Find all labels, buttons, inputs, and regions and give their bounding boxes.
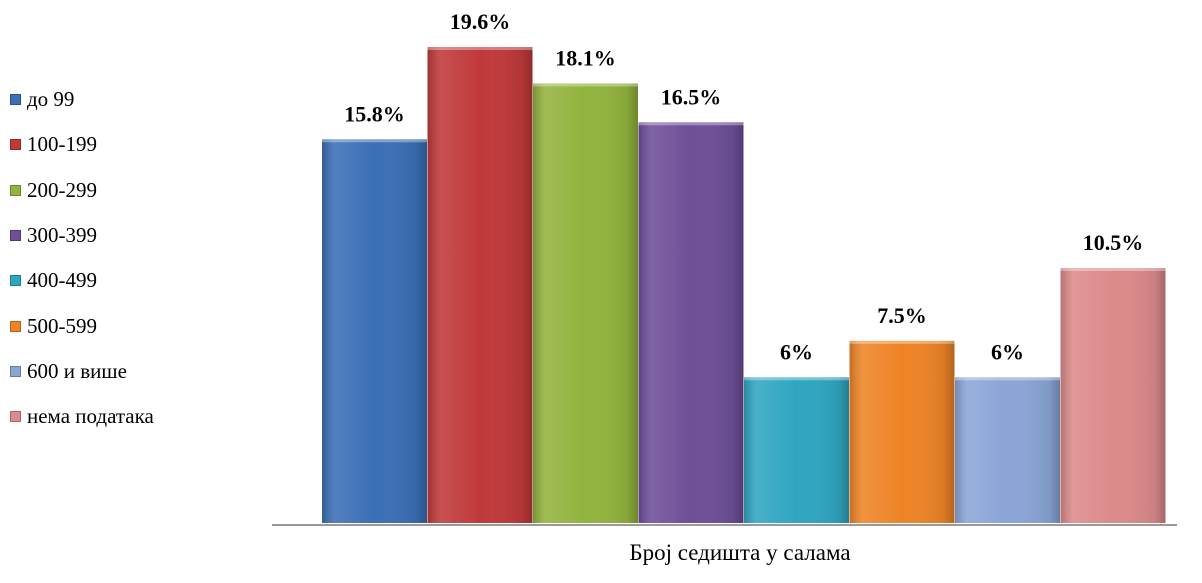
legend-swatch (10, 139, 21, 151)
bar-top-bevel (427, 47, 533, 50)
bar-top-bevel (533, 83, 638, 87)
bar-shading (638, 122, 744, 524)
bar (638, 122, 744, 524)
bar (955, 377, 1060, 523)
bar-shading (955, 377, 1060, 523)
data-label: 6% (991, 339, 1024, 364)
legend-item: 500-599 (10, 303, 154, 348)
legend-item: 200-299 (10, 168, 154, 213)
bar-top-bevel (638, 122, 744, 126)
legend-label: нема података (27, 404, 154, 429)
legend-item: 400-499 (10, 258, 154, 303)
legend: до 99 100-199 200-299 300-399 400-499 500-599… (10, 77, 154, 439)
legend-swatch (10, 365, 21, 377)
legend-item: нема података (10, 394, 154, 439)
bar (322, 139, 427, 524)
data-label: 6% (780, 339, 813, 364)
data-label: 10.5% (1083, 230, 1144, 255)
bar (744, 377, 849, 523)
legend-label: 400-499 (27, 268, 97, 293)
bar-top-bevel (849, 340, 955, 344)
legend-swatch (10, 275, 21, 287)
bar-shading (744, 377, 849, 523)
legend-label: 300-399 (27, 223, 97, 248)
legend-item: 300-399 (10, 213, 154, 258)
bar-shading (322, 139, 427, 524)
x-axis-label: Број седишта у салама (629, 540, 851, 565)
bar (1060, 268, 1166, 523)
bar-shading (427, 47, 533, 523)
bar-shading (849, 340, 955, 523)
bar (533, 83, 638, 523)
bar-top-bevel (955, 377, 1060, 381)
legend-swatch (10, 230, 21, 242)
legend-label: до 99 (27, 87, 75, 112)
bar (849, 340, 955, 523)
legend-label: 600 и више (27, 358, 127, 383)
bar-top-bevel (322, 139, 427, 143)
value-labels-group: 15.8% 19.6% 18.1% 16.5% 6% 7.5% 6% 10.5% (344, 9, 1143, 364)
legend-item: 100-199 (10, 122, 154, 167)
bar (427, 47, 533, 523)
data-label: 18.1% (555, 45, 616, 70)
bar-top-bevel (744, 377, 849, 381)
data-label: 15.8% (344, 101, 405, 126)
legend-swatch (10, 184, 21, 196)
legend-swatch (10, 411, 21, 423)
legend-swatch (10, 320, 21, 332)
legend-item: до 99 (10, 77, 154, 122)
data-label: 16.5% (661, 84, 722, 109)
bar-top-bevel (1060, 268, 1166, 271)
data-label: 19.6% (450, 9, 511, 34)
legend-label: 500-599 (27, 313, 97, 338)
bars-group (322, 47, 1166, 524)
bar-shading (1060, 268, 1166, 523)
data-label: 7.5% (877, 303, 927, 328)
legend-label: 100-199 (27, 132, 97, 157)
legend-item: 600 и више (10, 349, 154, 394)
legend-swatch (10, 94, 21, 106)
legend-label: 200-299 (27, 177, 97, 202)
bar-shading (533, 83, 638, 523)
